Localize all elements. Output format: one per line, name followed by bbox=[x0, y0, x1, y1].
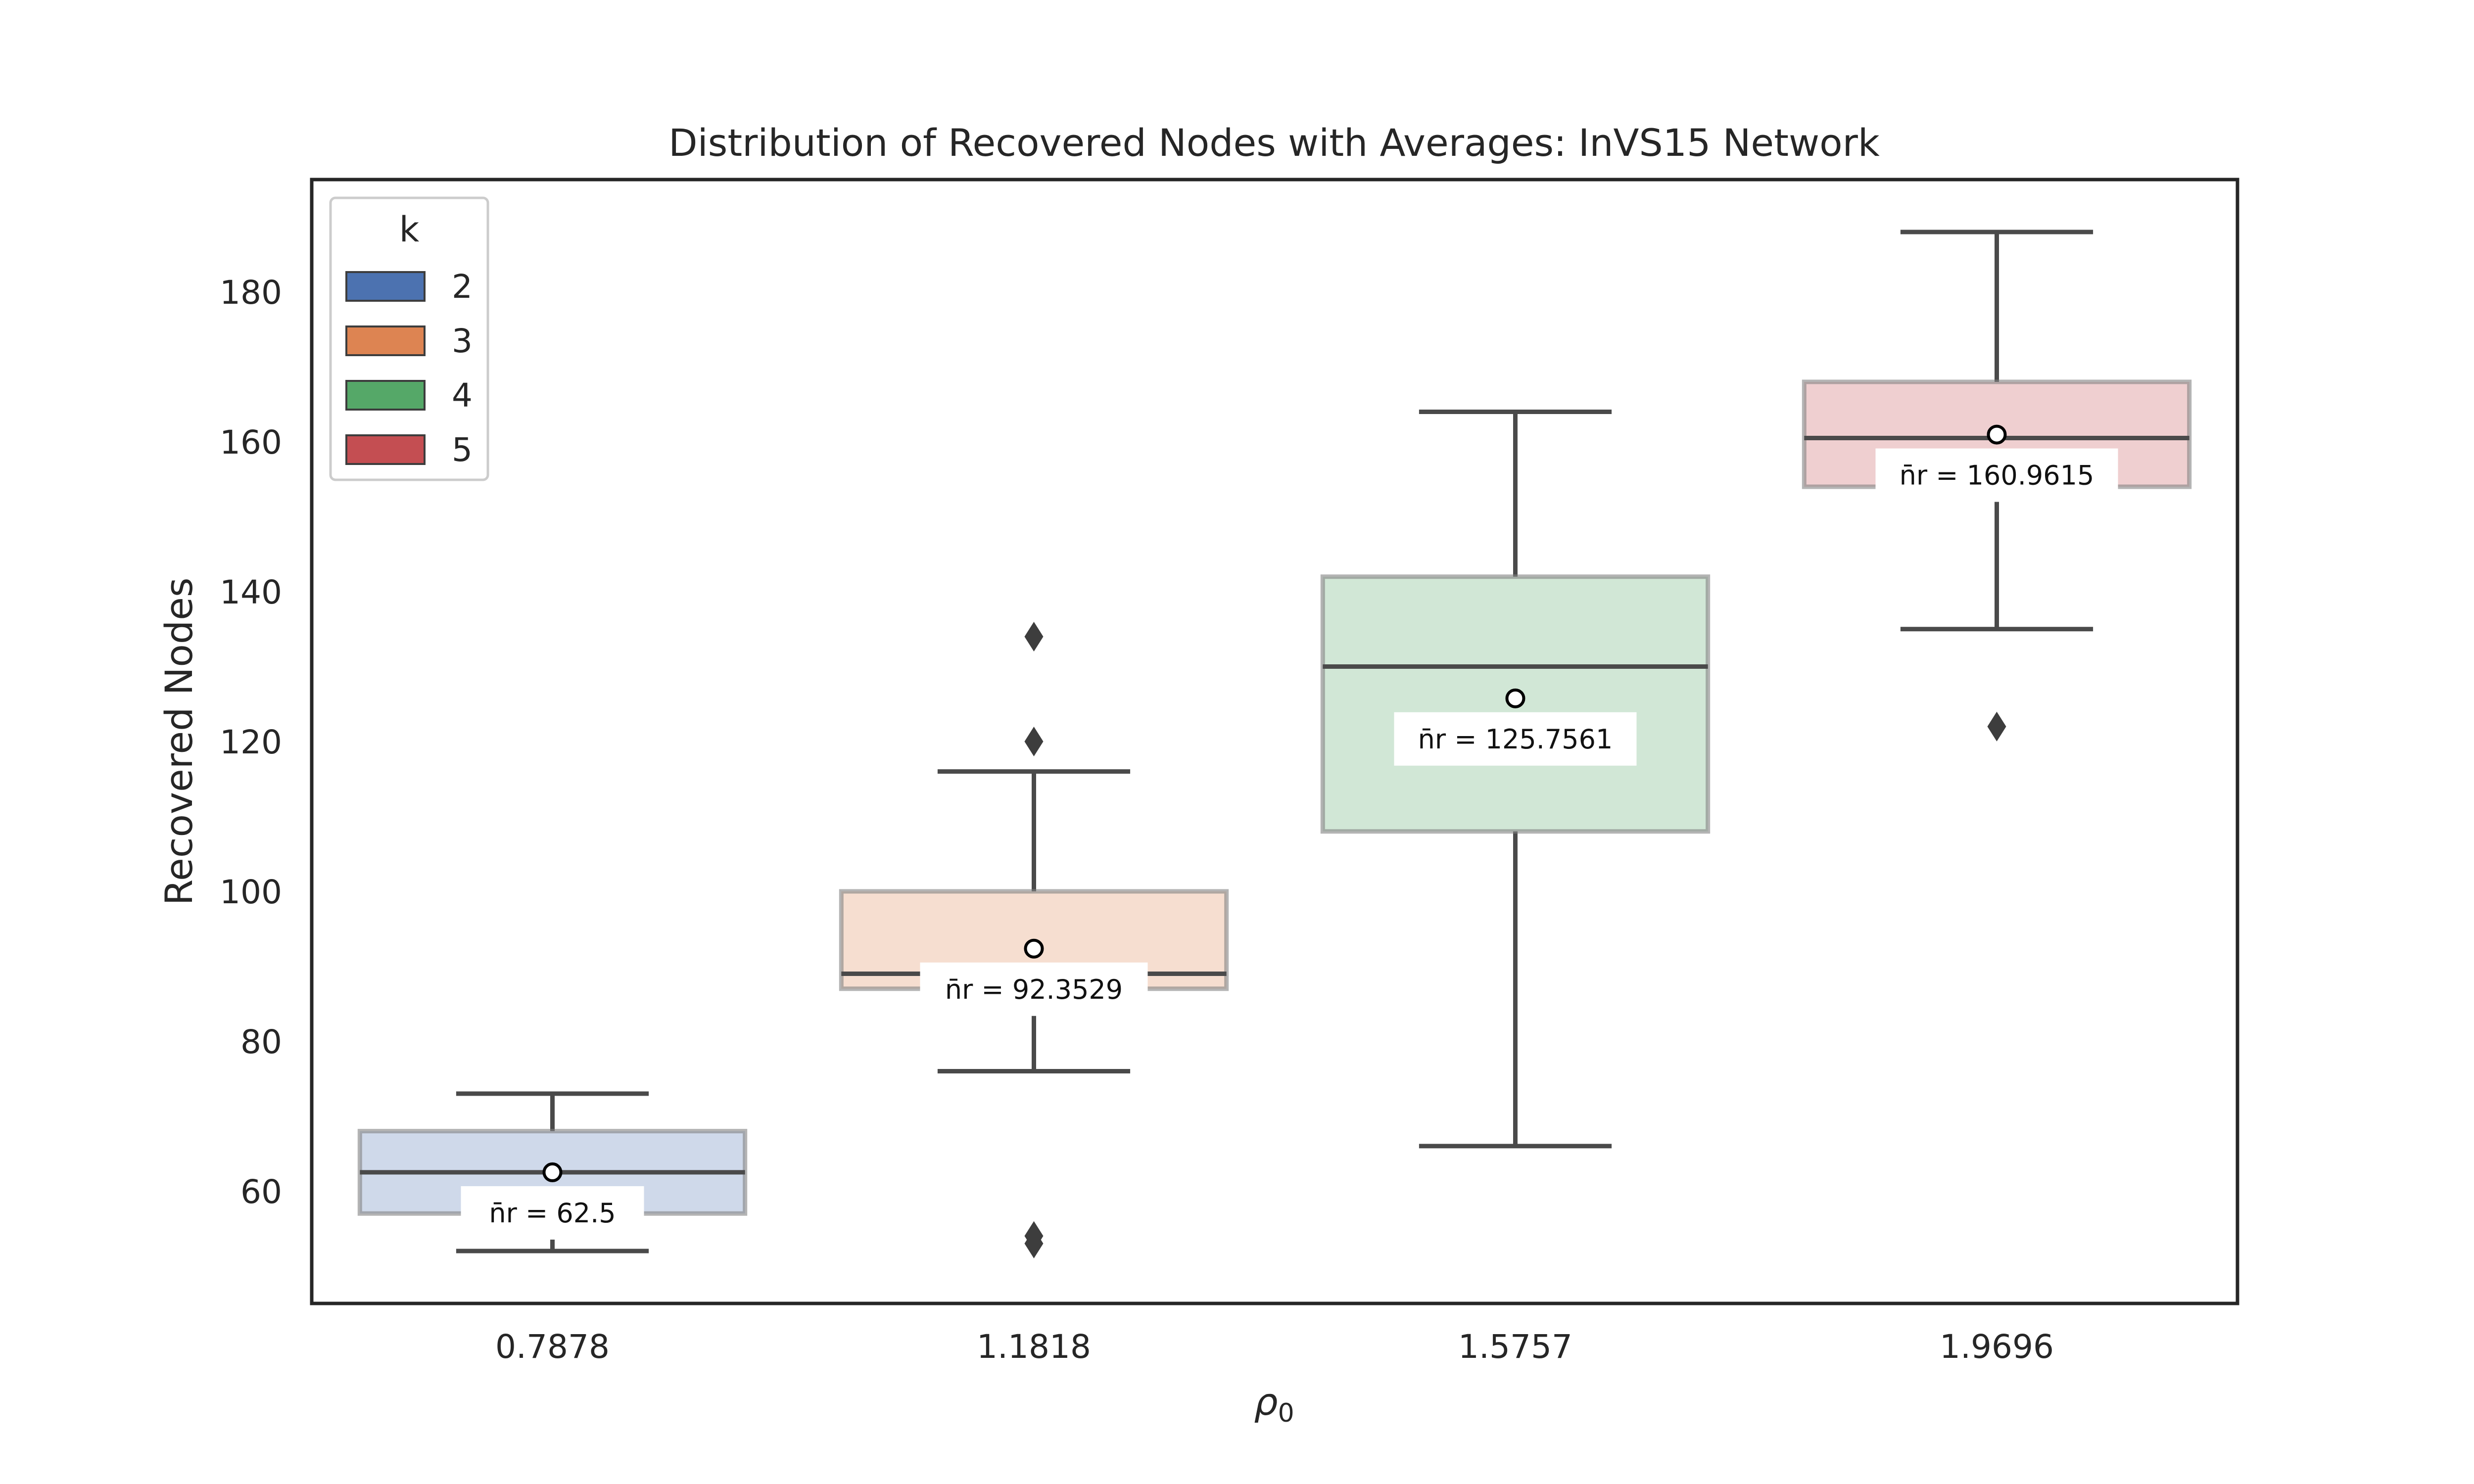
mean-label-box bbox=[1394, 712, 1637, 766]
x-axis-label-symbol: ρ bbox=[1254, 1380, 1278, 1424]
plot-frame bbox=[310, 178, 2239, 1305]
x-tick-label: 0.7878 bbox=[495, 1328, 610, 1366]
outlier-point bbox=[1024, 727, 1044, 756]
legend: k2 3 4 5 bbox=[329, 196, 489, 481]
y-tick-label: 180 bbox=[220, 274, 282, 312]
legend-label: 3 bbox=[452, 322, 473, 360]
outlier-point bbox=[1024, 621, 1044, 651]
mean-label-box bbox=[1875, 448, 2118, 502]
legend-swatch bbox=[345, 434, 426, 465]
mean-label: n̄r = 160.9615 bbox=[1900, 460, 2094, 491]
y-tick-label: 80 bbox=[240, 1023, 282, 1061]
mean-marker bbox=[1505, 688, 1525, 708]
legend-title: k bbox=[399, 209, 420, 250]
legend-label: 2 bbox=[452, 268, 473, 306]
legend-swatch bbox=[345, 380, 426, 411]
mean-label: n̄r = 125.7561 bbox=[1418, 724, 1613, 755]
mean-marker bbox=[542, 1162, 563, 1182]
mean-label: n̄r = 62.5 bbox=[489, 1198, 616, 1229]
box-group: n̄r = 160.9615 bbox=[1802, 230, 2192, 742]
legend-swatch bbox=[345, 325, 426, 356]
mean-label-box bbox=[920, 962, 1148, 1016]
x-tick-label: 1.1818 bbox=[977, 1328, 1091, 1366]
y-tick-label: 140 bbox=[220, 573, 282, 611]
mean-marker bbox=[1024, 938, 1044, 959]
x-axis-label-subscript: 0 bbox=[1278, 1398, 1294, 1428]
y-axis: 60 80 100 120 140 160 180 bbox=[220, 274, 282, 1211]
mean-label-box bbox=[461, 1186, 644, 1240]
chart-title: Distribution of Recovered Nodes with Ave… bbox=[668, 121, 1880, 165]
box-plot-series: n̄r = 62.5 n̄r = 92.3529 n̄r = 125.7561 n̄r… bbox=[357, 230, 2192, 1258]
y-tick-label: 120 bbox=[220, 723, 282, 761]
outlier-point bbox=[1024, 1228, 1044, 1258]
outlier-point bbox=[1987, 711, 2006, 742]
box-group: n̄r = 125.7561 bbox=[1320, 410, 1711, 1149]
legend-label: 5 bbox=[452, 431, 473, 469]
legend-label: 4 bbox=[452, 376, 473, 415]
legend-swatch bbox=[345, 271, 426, 302]
x-tick-label: 1.9696 bbox=[1940, 1328, 2054, 1366]
y-axis-label: Recovered Nodes bbox=[157, 578, 201, 906]
x-tick-label: 1.5757 bbox=[1458, 1328, 1572, 1366]
box-group: n̄r = 62.5 bbox=[357, 1091, 748, 1253]
box-group: n̄r = 92.3529 bbox=[839, 621, 1229, 1258]
x-axis-label: ρ0 bbox=[1254, 1380, 1294, 1428]
y-tick-label: 60 bbox=[240, 1173, 282, 1211]
y-tick-label: 160 bbox=[220, 423, 282, 462]
y-tick-label: 100 bbox=[220, 873, 282, 911]
mean-marker bbox=[1987, 424, 2007, 445]
x-axis: 0.7878 1.1818 1.5757 1.9696 bbox=[495, 1328, 2054, 1366]
mean-label: n̄r = 92.3529 bbox=[945, 974, 1123, 1005]
